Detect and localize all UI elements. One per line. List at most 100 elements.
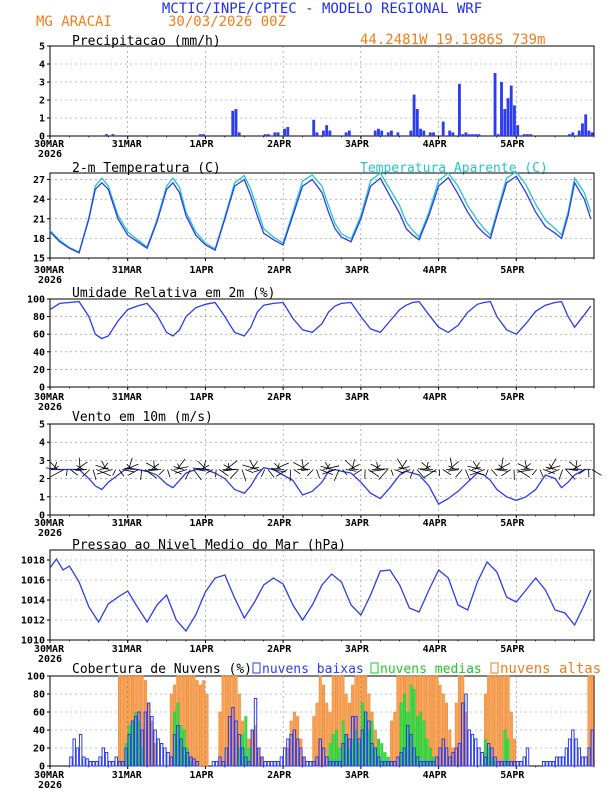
high-cloud-bar bbox=[393, 711, 397, 767]
low-cloud-bar bbox=[448, 756, 452, 767]
wind-arrow bbox=[568, 461, 580, 470]
wind-xtick-label: 30MAR bbox=[34, 518, 65, 529]
precip-xtick-label: 3APR bbox=[345, 139, 370, 150]
low-cloud-bar bbox=[189, 756, 193, 767]
precip-xtick-label: 5APR bbox=[500, 139, 525, 150]
wind-arrow bbox=[426, 461, 429, 470]
wind-arrow bbox=[547, 469, 560, 475]
pres-xtick-label: 1APR bbox=[189, 644, 214, 655]
wind-arrow bbox=[274, 462, 289, 470]
low-cloud-bar bbox=[111, 761, 115, 767]
wind-arrow bbox=[448, 469, 460, 472]
high-cloud-bar bbox=[500, 675, 504, 767]
precip-title: Precipitacao (mm/h) bbox=[72, 34, 221, 49]
wind-arrow bbox=[517, 469, 531, 478]
pres-ytick-label: 1014 bbox=[21, 596, 45, 607]
low-cloud-bar bbox=[441, 738, 446, 767]
low-cloud-bar bbox=[370, 743, 374, 767]
precip-bar bbox=[234, 109, 238, 136]
low-cloud-bar bbox=[182, 747, 186, 767]
wind-arrow bbox=[342, 469, 348, 476]
wind-arrow bbox=[485, 469, 489, 476]
low-cloud-bar bbox=[571, 729, 575, 767]
wind-arrow bbox=[390, 469, 394, 476]
precip-bar bbox=[273, 132, 277, 136]
low-cloud-bar bbox=[519, 761, 523, 767]
wind-year-label: 2026 bbox=[38, 528, 62, 539]
precip-bar bbox=[428, 132, 432, 136]
low-cloud-bar bbox=[412, 747, 416, 767]
wind-arrow bbox=[126, 464, 133, 470]
mid-cloud-bar bbox=[503, 729, 507, 767]
pres-ytick-label: 1018 bbox=[21, 556, 45, 567]
low-cloud-bar bbox=[402, 747, 407, 767]
precip-xtick-label: 4APR bbox=[423, 139, 448, 150]
wind-arrow bbox=[293, 469, 301, 475]
low-cloud-bar bbox=[253, 698, 258, 767]
wind-arrow bbox=[267, 469, 275, 478]
low-cloud-bar bbox=[260, 756, 264, 767]
legend-high-swatch bbox=[490, 662, 499, 674]
low-cloud-bar bbox=[140, 729, 144, 767]
low-cloud-bar bbox=[308, 761, 313, 767]
low-cloud-bar bbox=[435, 756, 439, 767]
wind-arrow bbox=[249, 459, 256, 470]
wind-arrow bbox=[95, 464, 110, 470]
wind-arrow bbox=[423, 469, 437, 478]
cloud-title: Cobertura de Nuvens (%) bbox=[72, 662, 252, 677]
low-cloud-bar bbox=[247, 761, 251, 767]
precip-bar bbox=[503, 109, 507, 136]
low-cloud-bar bbox=[130, 720, 135, 767]
low-cloud-bar bbox=[114, 756, 118, 767]
low-cloud-bar bbox=[347, 738, 352, 767]
location-label: MG ARACAI bbox=[36, 14, 112, 30]
wind-arrow bbox=[409, 469, 415, 479]
low-cloud-bar bbox=[72, 738, 76, 767]
low-cloud-bar bbox=[454, 747, 458, 767]
low-cloud-bar bbox=[551, 761, 556, 767]
low-cloud-bar bbox=[389, 761, 394, 767]
precip-bar bbox=[286, 127, 290, 136]
low-cloud-bar bbox=[499, 761, 504, 767]
high-cloud-bar bbox=[493, 675, 497, 767]
wind-arrow bbox=[368, 469, 380, 478]
wind-arrow bbox=[569, 469, 579, 471]
high-cloud-bar bbox=[169, 693, 173, 767]
wind-arrow bbox=[400, 469, 411, 474]
low-cloud-bar bbox=[286, 738, 290, 767]
low-cloud-bar bbox=[493, 756, 497, 767]
low-cloud-bar bbox=[548, 761, 552, 767]
cloud-ytick-label: 100 bbox=[27, 672, 45, 683]
precip-bar bbox=[577, 130, 581, 136]
pres-title: Pressao ao Nivel Medio do Mar (hPa) bbox=[72, 538, 346, 553]
low-cloud-bar bbox=[558, 756, 562, 767]
low-cloud-bar bbox=[451, 752, 455, 767]
wind-arrow bbox=[245, 469, 254, 474]
wind-arrow bbox=[253, 469, 262, 473]
low-cloud-bar bbox=[564, 747, 569, 767]
wind-arrow bbox=[76, 461, 88, 470]
low-cloud-bar bbox=[428, 761, 433, 767]
high-cloud-bar bbox=[202, 680, 206, 767]
pres-xtick-label: 3APR bbox=[345, 644, 370, 655]
legend-mid-swatch bbox=[370, 662, 379, 674]
wind-arrow bbox=[205, 469, 214, 474]
cloud-ytick-label: 60 bbox=[33, 708, 45, 719]
wind-arrow bbox=[167, 469, 171, 478]
low-cloud-bar bbox=[104, 752, 109, 767]
low-cloud-bar bbox=[263, 761, 267, 767]
low-cloud-bar bbox=[509, 761, 514, 767]
wind-ytick-label: 4 bbox=[39, 438, 45, 449]
wind-arrow bbox=[128, 469, 139, 476]
wind-xtick-label: 5APR bbox=[500, 518, 525, 529]
low-cloud-bar bbox=[153, 729, 157, 767]
low-cloud-bar bbox=[363, 711, 368, 767]
wind-arrow bbox=[578, 469, 586, 475]
wind-arrow bbox=[418, 468, 434, 470]
rh-ytick-label: 40 bbox=[33, 347, 45, 358]
wind-arrow bbox=[345, 469, 357, 472]
low-cloud-bar bbox=[179, 738, 183, 767]
precip-bar bbox=[266, 134, 270, 136]
low-cloud-bar bbox=[380, 761, 384, 767]
